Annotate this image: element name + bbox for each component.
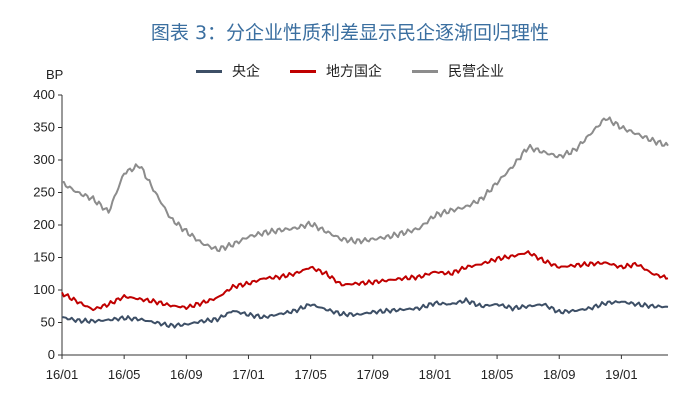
chart-legend: 央企 地方国企 民营企业 xyxy=(0,60,700,82)
y-tick-label: 150 xyxy=(33,250,55,265)
x-tick-label: 18/09 xyxy=(543,367,576,382)
x-tick-label: 16/01 xyxy=(46,367,79,382)
y-tick-label: 400 xyxy=(33,87,55,102)
series-line-central-soe xyxy=(62,297,669,329)
x-tick-label: 17/09 xyxy=(356,367,389,382)
series-line-local-soe xyxy=(61,250,669,312)
x-tick-label: 18/01 xyxy=(419,367,452,382)
x-tick-label: 16/09 xyxy=(170,367,203,382)
series-lines xyxy=(61,116,669,329)
y-tick-label: 250 xyxy=(33,185,55,200)
legend-swatch-local-soe xyxy=(290,69,316,73)
y-tick-label: 200 xyxy=(33,217,55,232)
legend-swatch-private xyxy=(412,69,438,73)
x-tick-label: 16/05 xyxy=(108,367,141,382)
y-tick-label: 100 xyxy=(33,282,55,297)
y-axis-label: BP xyxy=(46,67,63,82)
legend-label-central-soe: 央企 xyxy=(232,64,260,80)
axes: 0 50 100 150 200 250 300 350 400 16/01 16/05 16/09 1… xyxy=(33,87,668,382)
y-tick-label: 50 xyxy=(41,315,55,330)
legend-label-private: 民营企业 xyxy=(448,64,504,80)
x-tick-label: 18/05 xyxy=(481,367,514,382)
x-tick-label: 17/01 xyxy=(232,367,265,382)
series-line-private xyxy=(62,116,669,253)
legend-item-private: 民营企业 xyxy=(412,60,504,82)
legend-item-local-soe: 地方国企 xyxy=(290,60,382,82)
chart-title: 图表 3：分企业性质利差显示民企逐渐回归理性 xyxy=(150,22,550,44)
legend-label-local-soe: 地方国企 xyxy=(326,64,382,80)
y-tick-label: 0 xyxy=(48,347,55,362)
y-tick-label: 300 xyxy=(33,152,55,167)
legend-swatch-central-soe xyxy=(196,69,222,73)
y-tick-label: 350 xyxy=(33,120,55,135)
legend-item-central-soe: 央企 xyxy=(196,60,260,82)
x-tick-label: 17/05 xyxy=(294,367,327,382)
x-tick-label: 19/01 xyxy=(605,367,638,382)
